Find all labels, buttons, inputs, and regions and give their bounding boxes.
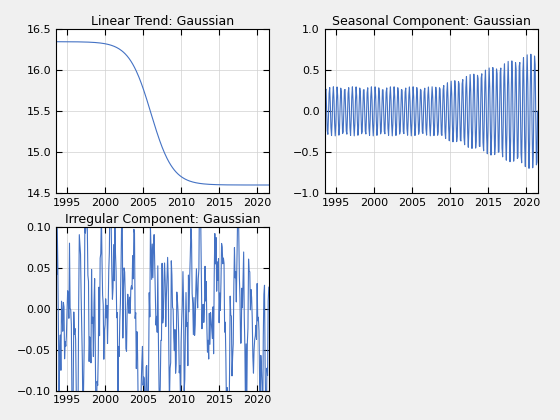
Title: Seasonal Component: Gaussian: Seasonal Component: Gaussian <box>332 15 531 28</box>
Title: Irregular Component: Gaussian: Irregular Component: Gaussian <box>64 213 260 226</box>
Title: Linear Trend: Gaussian: Linear Trend: Gaussian <box>91 15 234 28</box>
